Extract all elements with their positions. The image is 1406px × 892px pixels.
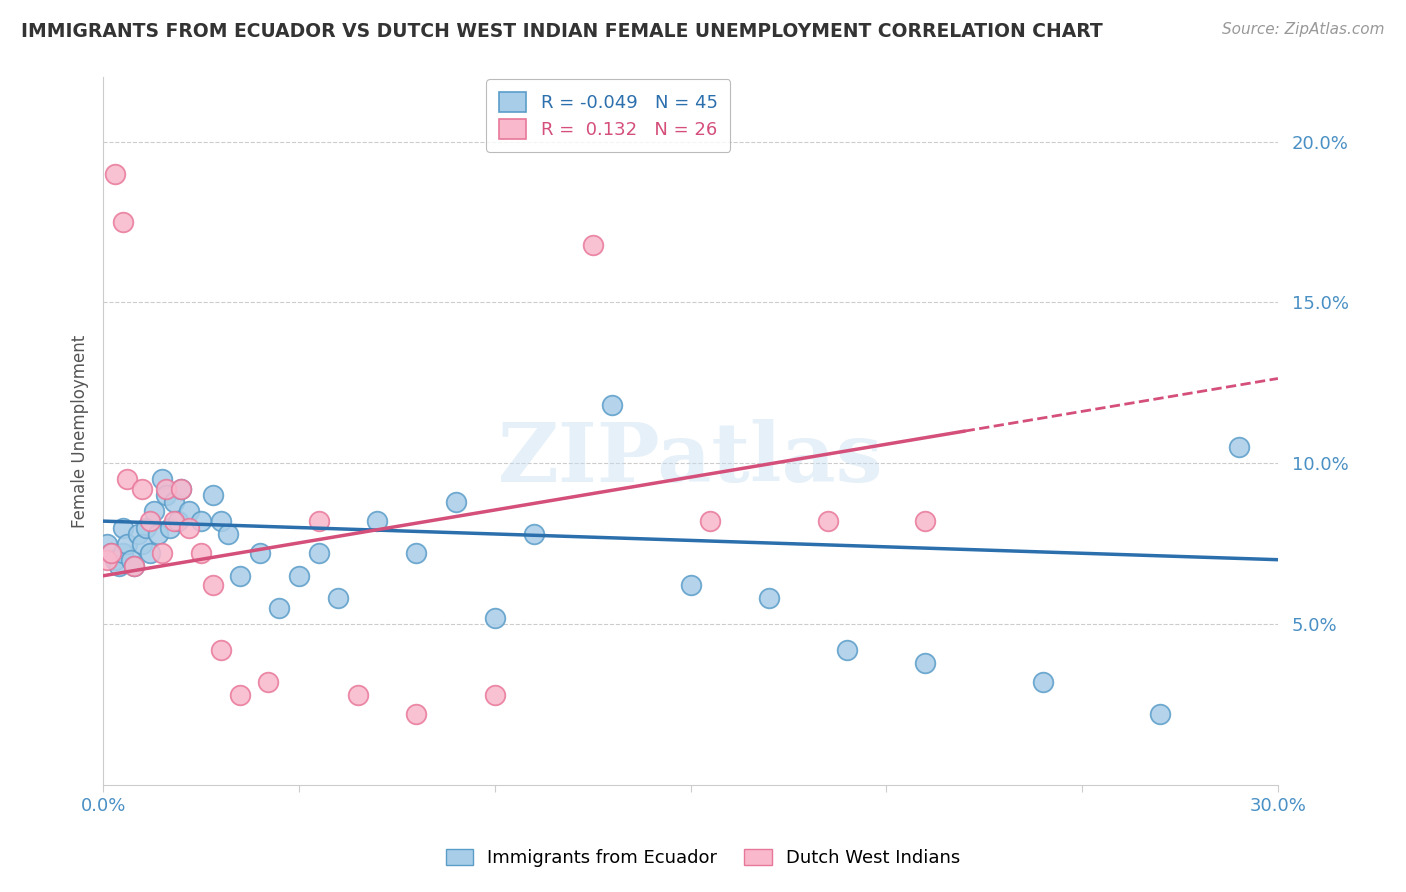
Legend: R = -0.049   N = 45, R =  0.132   N = 26: R = -0.049 N = 45, R = 0.132 N = 26 [486, 79, 730, 152]
Point [96, 536, 118, 550]
Point [209, 642, 232, 657]
Point [523, 527, 546, 541]
Point [1032, 674, 1054, 689]
Point [288, 568, 311, 582]
Point [111, 520, 134, 534]
Point [600, 398, 623, 412]
Point [190, 514, 212, 528]
Point [104, 167, 127, 181]
Text: ZIPatlas: ZIPatlas [498, 419, 883, 500]
Point [582, 237, 605, 252]
Point [150, 546, 173, 560]
Point [166, 514, 188, 528]
Point [914, 656, 936, 670]
Point [155, 482, 177, 496]
Point [135, 520, 157, 534]
Point [131, 536, 153, 550]
Point [444, 495, 467, 509]
Point [127, 527, 149, 541]
Point [155, 488, 177, 502]
Text: IMMIGRANTS FROM ECUADOR VS DUTCH WEST INDIAN FEMALE UNEMPLOYMENT CORRELATION CHA: IMMIGRANTS FROM ECUADOR VS DUTCH WEST IN… [21, 22, 1102, 41]
Point [405, 546, 427, 560]
Point [162, 495, 184, 509]
Point [143, 504, 166, 518]
Point [179, 504, 201, 518]
Point [104, 552, 127, 566]
Point [229, 568, 252, 582]
Point [115, 536, 138, 550]
Point [256, 674, 278, 689]
Point [269, 601, 291, 615]
Point [201, 488, 224, 502]
Point [346, 688, 368, 702]
Point [139, 546, 162, 560]
Point [1227, 440, 1250, 454]
Point [100, 546, 122, 560]
Point [484, 688, 506, 702]
Point [308, 546, 330, 560]
Legend: Immigrants from Ecuador, Dutch West Indians: Immigrants from Ecuador, Dutch West Indi… [439, 841, 967, 874]
Point [159, 520, 181, 534]
Point [124, 559, 146, 574]
Point [484, 610, 506, 624]
Y-axis label: Female Unemployment: Female Unemployment [72, 334, 89, 528]
Point [1149, 706, 1171, 721]
Point [837, 642, 859, 657]
Point [124, 559, 146, 574]
Point [249, 546, 271, 560]
Point [139, 514, 162, 528]
Point [96, 552, 118, 566]
Point [405, 706, 427, 721]
Point [217, 527, 239, 541]
Point [914, 514, 936, 528]
Point [758, 591, 780, 606]
Point [201, 578, 224, 592]
Point [107, 559, 129, 574]
Point [209, 514, 232, 528]
Point [179, 520, 201, 534]
Point [679, 578, 702, 592]
Point [162, 514, 184, 528]
Point [308, 514, 330, 528]
Point [150, 472, 173, 486]
Point [366, 514, 388, 528]
Point [115, 472, 138, 486]
Point [111, 215, 134, 229]
Point [111, 546, 134, 560]
Point [146, 527, 169, 541]
Point [326, 591, 349, 606]
Point [120, 552, 142, 566]
Point [170, 482, 193, 496]
Point [190, 546, 212, 560]
Point [170, 482, 193, 496]
Text: Source: ZipAtlas.com: Source: ZipAtlas.com [1222, 22, 1385, 37]
Point [229, 688, 252, 702]
Point [817, 514, 839, 528]
Point [699, 514, 721, 528]
Point [100, 546, 122, 560]
Point [131, 482, 153, 496]
